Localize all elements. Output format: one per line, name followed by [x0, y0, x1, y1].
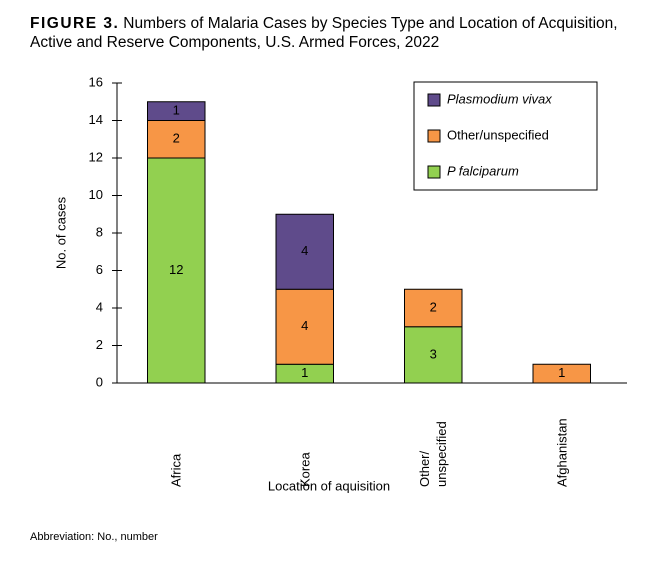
bar-segment — [404, 326, 463, 384]
value-label: 1 — [558, 365, 565, 380]
y-tick-label: 4 — [96, 299, 103, 314]
y-tick-label: 12 — [89, 149, 103, 164]
value-label: 4 — [301, 318, 308, 333]
x-tick-label: Africa — [168, 453, 184, 487]
legend-box — [413, 81, 598, 191]
y-tick-label: 2 — [96, 337, 103, 352]
bar-segment — [275, 213, 334, 290]
x-tick-label: Other/ unspecified — [417, 421, 450, 487]
value-label: 1 — [301, 365, 308, 380]
x-axis-label: Location of aquisition — [268, 478, 390, 493]
y-tick-label: 14 — [89, 112, 103, 127]
bar-segment — [147, 157, 206, 384]
bar-segment — [404, 288, 463, 328]
x-tick-label: Afghanistan — [554, 418, 570, 487]
y-tick-label: 0 — [96, 374, 103, 389]
value-label: 1 — [173, 103, 180, 118]
y-tick-label: 6 — [96, 262, 103, 277]
value-label: 2 — [173, 131, 180, 146]
legend-swatch — [427, 129, 441, 143]
legend-swatch — [427, 93, 441, 107]
chart-title: Numbers of Malaria Cases by Species Type… — [30, 15, 618, 51]
legend-label: Other/unspecified — [447, 127, 549, 142]
footnote: Abbreviation: No., number — [30, 531, 158, 543]
value-label: 12 — [169, 262, 183, 277]
legend-swatch — [427, 165, 441, 179]
y-tick-label: 10 — [89, 187, 103, 202]
value-label: 2 — [430, 299, 437, 314]
y-tick-label: 8 — [96, 224, 103, 239]
bar-segment — [532, 363, 591, 384]
x-tick-label: Korea — [297, 452, 313, 487]
figure-label: FIGURE 3. — [30, 15, 120, 32]
value-label: 4 — [301, 243, 308, 258]
title-block: FIGURE 3. Numbers of Malaria Cases by Spe… — [30, 14, 630, 52]
y-axis-label: No. of cases — [53, 196, 68, 269]
bar-segment — [147, 120, 206, 159]
y-tick-label: 16 — [89, 74, 103, 89]
legend-label: P falciparum — [447, 163, 519, 178]
bar-segment — [147, 101, 206, 121]
legend-label: Plasmodium vivax — [447, 91, 552, 106]
value-label: 3 — [430, 346, 437, 361]
